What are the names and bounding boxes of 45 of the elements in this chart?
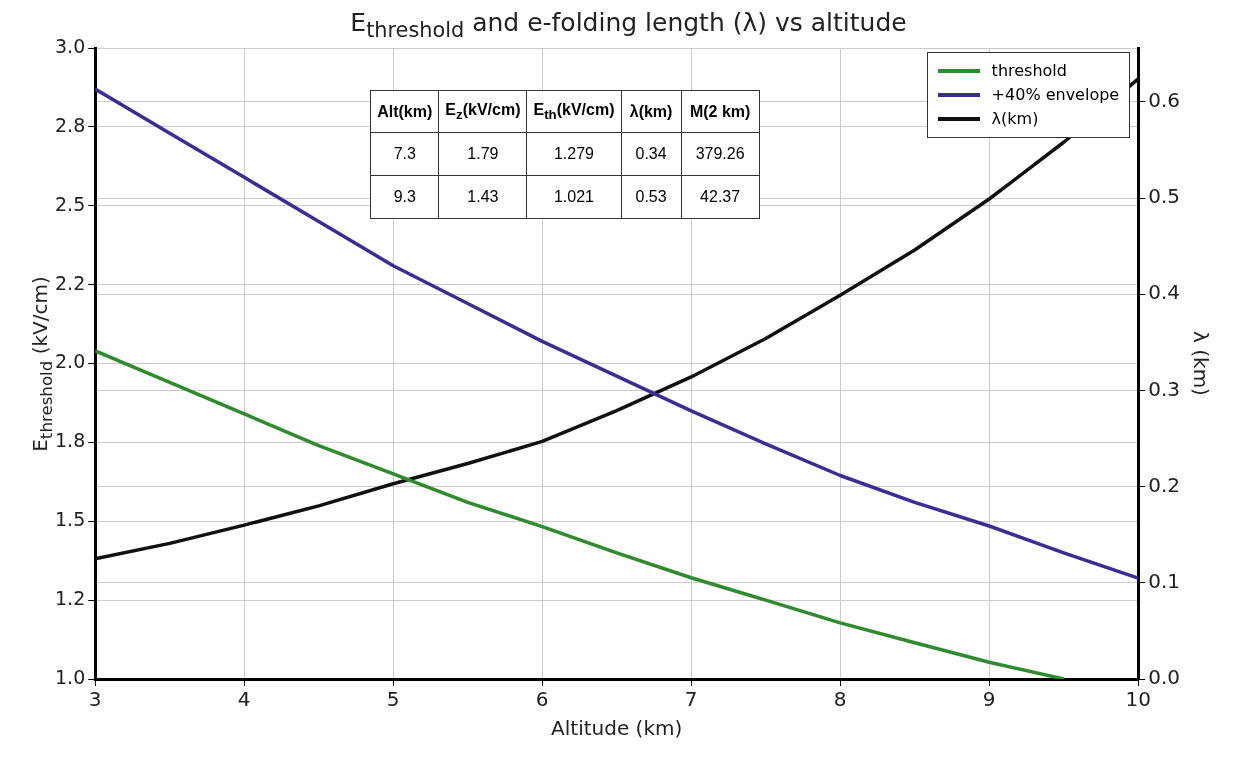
x-tick-label: 9 [982, 687, 996, 712]
y2-tick-label: 0.6 [1148, 88, 1181, 113]
annotation: 1.79 [438, 132, 527, 176]
x-tick-label: 7 [684, 687, 698, 712]
y-tick-label: 3.0 [55, 34, 86, 57]
x-tick-label: 5 [386, 687, 400, 712]
y-tick-label: 2.0 [55, 350, 86, 373]
y-tick-label: 1.2 [55, 587, 86, 610]
chart-title: E$_{threshold}$ and e-folding length (λ) vs altitude [350, 8, 907, 42]
annotation: 1.279 [526, 132, 622, 176]
x-tick-label: 8 [833, 687, 847, 712]
y2-axis-title: λ (km) [1188, 331, 1213, 396]
legend-label: +40% envelope [991, 84, 1120, 106]
x-tick-label: 3 [88, 687, 102, 712]
annotation: M(2 km) [681, 90, 760, 133]
annotation: 9.3 [370, 175, 439, 219]
y2-tick-label: 0.3 [1148, 376, 1181, 401]
annotation: 7.3 [370, 132, 439, 176]
y-tick-label: 1.0 [55, 665, 86, 688]
y-tick-label: 1.8 [55, 429, 86, 452]
x-tick-label: 4 [237, 687, 251, 712]
x-tick-label: 10 [1125, 687, 1151, 712]
y2-tick-label: 0.5 [1148, 184, 1181, 209]
y-tick-label: 2.8 [55, 113, 86, 136]
y-tick-label: 2.2 [55, 271, 86, 294]
annotation: E$_{z}$(kV/cm) [438, 90, 527, 133]
y2-tick-label: 0.4 [1148, 280, 1181, 305]
y2-tick-label: 0.2 [1148, 472, 1181, 497]
x-axis-title: Altitude (km) [551, 716, 683, 741]
annotation: Alt(km) [370, 90, 439, 133]
annotation: E$_{th}$(kV/cm) [526, 90, 622, 133]
y-tick-label: 1.5 [55, 508, 86, 531]
annotation: 1.021 [526, 175, 622, 219]
legend-label: λ(km) [991, 108, 1039, 130]
y2-tick-label: 0.0 [1148, 665, 1181, 690]
annotation: 0.53 [621, 175, 682, 219]
y-tick-label: 2.5 [55, 192, 86, 215]
annotation: 42.37 [681, 175, 760, 219]
annotation: 1.43 [438, 175, 527, 219]
legend-label: threshold [991, 60, 1067, 82]
annotation: 0.34 [621, 132, 682, 176]
y2-tick-label: 0.1 [1148, 569, 1181, 594]
annotation: λ(km) [621, 90, 682, 133]
x-tick-label: 6 [535, 687, 549, 712]
annotation: 379.26 [681, 132, 760, 176]
